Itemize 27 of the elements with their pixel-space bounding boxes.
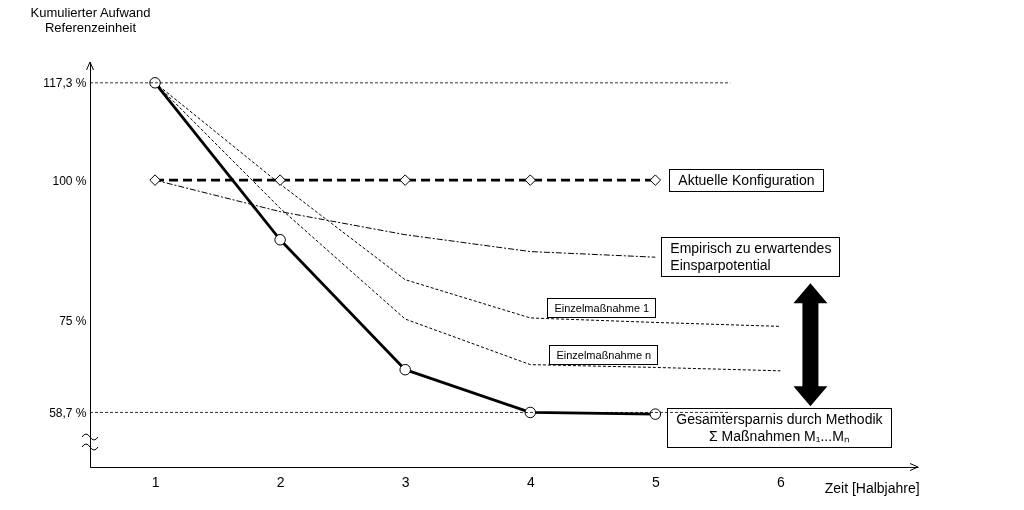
point [149,174,161,186]
series-label: Empirisch zu erwartendes Einsparpotential [661,237,841,278]
x-axis-title: Zeit [Halbjahre] [824,479,920,496]
y-tick-label: 58,7 % [49,405,87,420]
y-axis-title: Kumulierter Aufwand Referenzeinheit [30,4,151,35]
point [399,174,411,186]
series-label: Gesamtersparnis durch Methodik Σ Maßnahmen M₁...Mₙ [667,408,892,449]
series-label: Einzelmaßnahme n [549,344,659,365]
x-tick-label: 1 [151,473,160,490]
x-tick-label: 3 [401,473,410,490]
point [274,234,286,246]
point [524,406,537,419]
point [274,174,286,186]
series-label: Einzelmaßnahme 1 [547,298,657,319]
x-tick-label: 5 [651,473,660,490]
y-tick-label: 75 % [59,314,87,329]
point [649,174,662,186]
point [649,408,662,420]
y-tick-label: 117,3 % [43,76,87,91]
point [149,77,161,89]
point [399,363,411,376]
x-tick-label: 6 [777,473,786,490]
series-label: Aktuelle Konfiguration [669,168,824,192]
x-tick-label: 4 [526,473,535,490]
x-tick-label: 2 [276,473,285,490]
y-tick-label: 100 % [52,173,87,188]
point [524,174,537,186]
